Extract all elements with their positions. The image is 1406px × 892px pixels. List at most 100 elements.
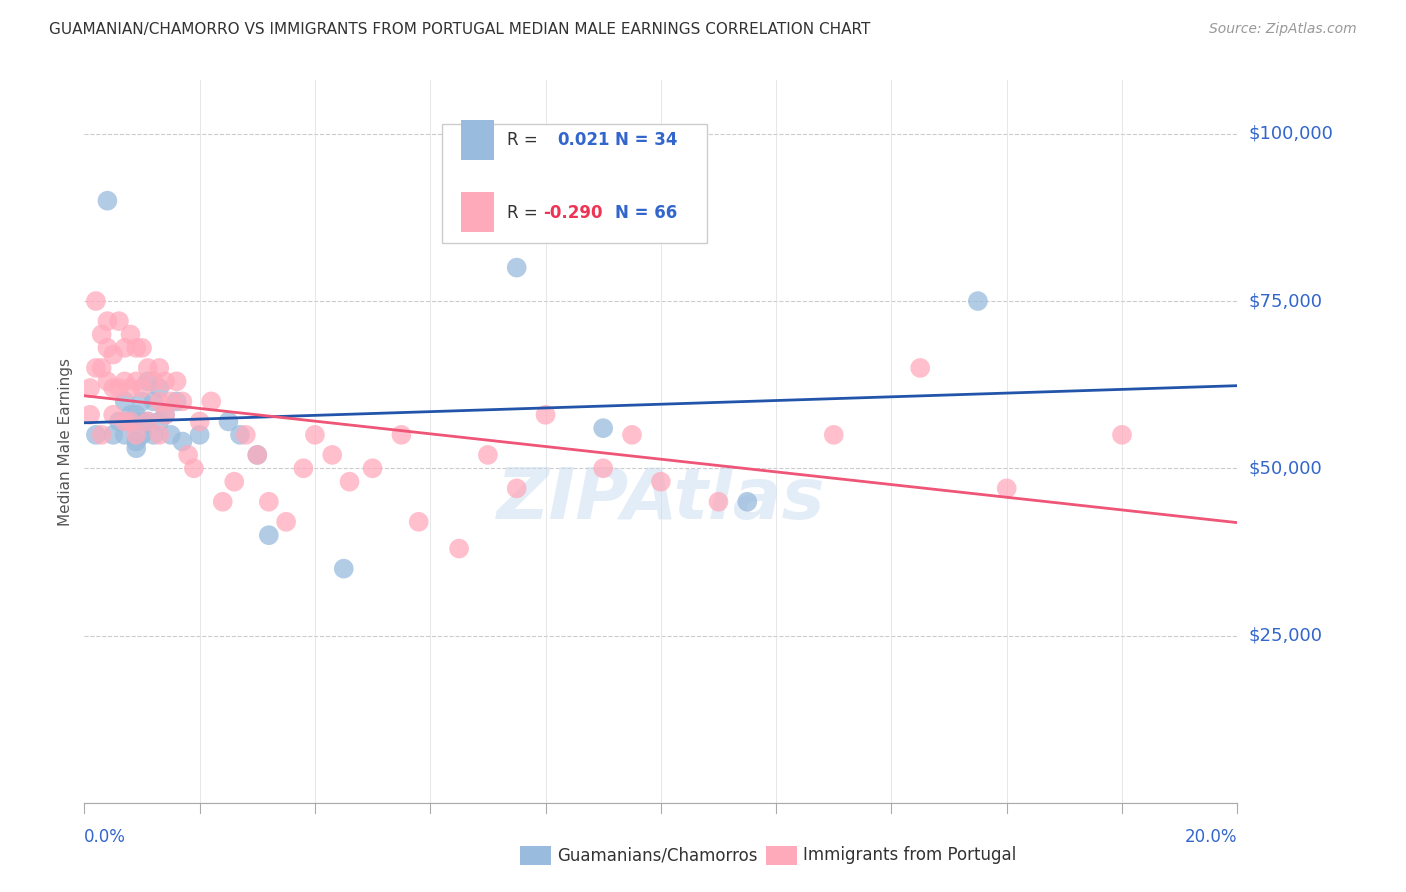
Point: [96, 341, 118, 355]
Point: [148, 394, 170, 409]
Point: [131, 381, 153, 395]
Point: [136, 414, 159, 428]
Point: [166, 394, 188, 409]
Text: $75,000: $75,000: [1249, 292, 1323, 310]
Point: [103, 348, 124, 362]
Point: [707, 494, 730, 508]
Point: [188, 414, 211, 428]
Text: R =: R =: [508, 203, 538, 221]
Point: [120, 414, 142, 428]
Point: [506, 482, 529, 496]
Point: [148, 427, 170, 442]
Point: [84, 361, 107, 376]
Point: [114, 427, 136, 442]
Point: [84, 427, 107, 442]
Text: 20.0%: 20.0%: [1185, 828, 1237, 846]
Point: [153, 375, 176, 389]
Point: [153, 408, 176, 422]
Point: [90, 327, 112, 342]
Point: [90, 361, 112, 376]
Point: [79, 381, 101, 395]
Point: [131, 394, 153, 409]
Point: [114, 375, 136, 389]
Point: [103, 408, 124, 422]
Text: N = 34: N = 34: [614, 131, 678, 149]
Point: [246, 448, 269, 462]
Point: [148, 414, 170, 428]
Point: [153, 408, 176, 422]
Point: [136, 414, 159, 428]
Point: [108, 314, 131, 328]
Point: [321, 448, 343, 462]
Point: [257, 528, 280, 542]
Point: [142, 394, 165, 409]
Point: [136, 361, 159, 376]
FancyBboxPatch shape: [461, 193, 494, 232]
Point: [120, 381, 142, 395]
Text: 0.021: 0.021: [557, 131, 610, 149]
Point: [114, 394, 136, 409]
FancyBboxPatch shape: [441, 124, 707, 243]
Point: [218, 414, 240, 428]
Point: [120, 408, 142, 422]
Point: [103, 381, 124, 395]
Point: [142, 427, 165, 442]
Point: [246, 448, 269, 462]
Point: [1111, 427, 1133, 442]
Point: [995, 482, 1018, 496]
Point: [96, 375, 118, 389]
Text: R =: R =: [508, 131, 538, 149]
Point: [339, 475, 361, 489]
Text: Guamanians/Chamorros: Guamanians/Chamorros: [557, 847, 758, 864]
Text: GUAMANIAN/CHAMORRO VS IMMIGRANTS FROM PORTUGAL MEDIAN MALE EARNINGS CORRELATION : GUAMANIAN/CHAMORRO VS IMMIGRANTS FROM PO…: [49, 22, 870, 37]
Point: [477, 448, 499, 462]
Point: [449, 541, 471, 556]
Point: [172, 434, 194, 449]
Point: [108, 414, 131, 428]
Text: $100,000: $100,000: [1249, 125, 1333, 143]
Point: [120, 327, 142, 342]
Point: [534, 408, 557, 422]
Point: [391, 427, 413, 442]
Text: 0.0%: 0.0%: [84, 828, 127, 846]
Text: $25,000: $25,000: [1249, 626, 1323, 645]
Point: [506, 260, 529, 275]
Point: [125, 408, 148, 422]
Point: [621, 427, 644, 442]
Point: [131, 341, 153, 355]
Point: [408, 515, 430, 529]
Point: [292, 461, 315, 475]
Point: [108, 381, 131, 395]
Point: [142, 375, 165, 389]
Text: Source: ZipAtlas.com: Source: ZipAtlas.com: [1209, 22, 1357, 37]
Point: [229, 427, 252, 442]
FancyBboxPatch shape: [461, 120, 494, 160]
Point: [257, 494, 280, 508]
Point: [823, 427, 845, 442]
Point: [304, 427, 326, 442]
Point: [737, 494, 759, 508]
Point: [136, 375, 159, 389]
Point: [592, 421, 614, 435]
Text: ZIPAtlas: ZIPAtlas: [496, 465, 825, 533]
Point: [361, 461, 384, 475]
Point: [96, 194, 118, 208]
Point: [910, 361, 932, 376]
Text: N = 66: N = 66: [614, 203, 676, 221]
Point: [188, 427, 211, 442]
Point: [120, 414, 142, 428]
Point: [967, 293, 990, 308]
Point: [125, 375, 148, 389]
Point: [211, 494, 233, 508]
Point: [166, 375, 188, 389]
Point: [235, 427, 257, 442]
Point: [276, 515, 298, 529]
Point: [160, 427, 183, 442]
Point: [177, 448, 200, 462]
Point: [183, 461, 205, 475]
Point: [131, 427, 153, 442]
Point: [148, 381, 170, 395]
Point: [125, 441, 148, 455]
Point: [200, 394, 222, 409]
Text: -0.290: -0.290: [543, 203, 603, 221]
